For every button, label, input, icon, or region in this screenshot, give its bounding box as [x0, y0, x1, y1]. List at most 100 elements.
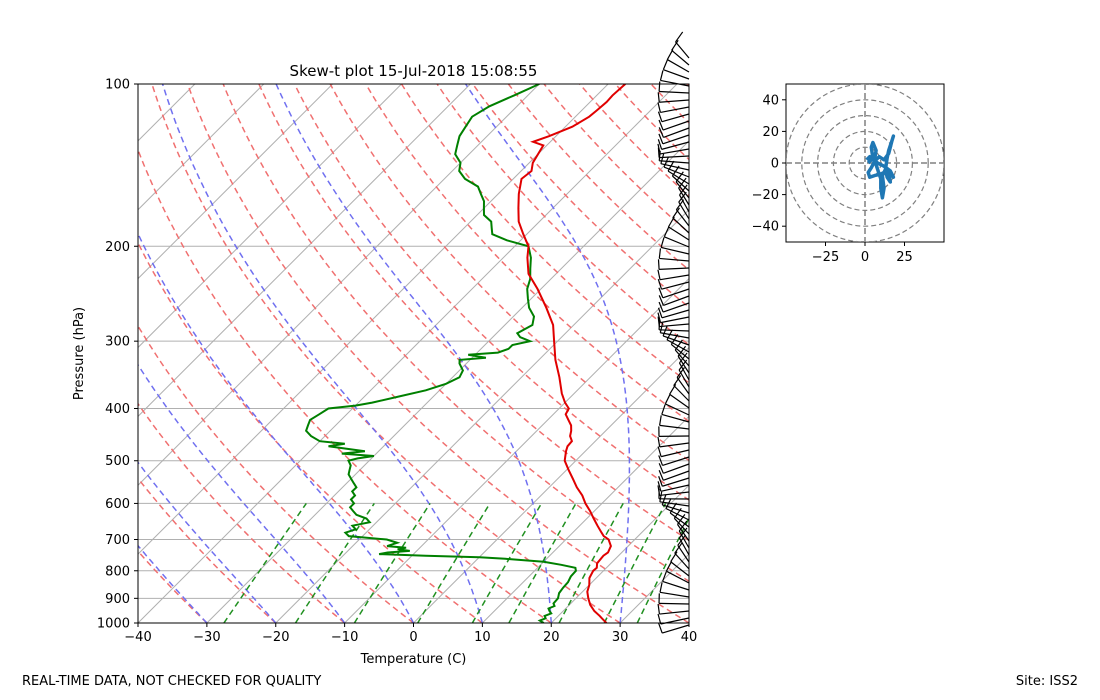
wind-barb-flag	[657, 307, 663, 319]
wind-barb-staff	[674, 552, 690, 570]
moist-adiabat-line	[138, 461, 277, 623]
dry-adiabat-line	[186, 84, 689, 623]
wind-barb-staff	[661, 113, 690, 123]
wind-barb-flag	[657, 436, 661, 447]
wind-barb-staff	[662, 456, 690, 467]
wind-barb-flag	[658, 127, 664, 138]
moist-adiabat-line	[161, 84, 484, 623]
wind-barb-flag	[657, 147, 660, 158]
wind-barb-staff	[659, 323, 690, 328]
mixing-ratio-line	[603, 503, 667, 623]
wind-barb-staff	[669, 512, 690, 528]
wind-barb-flag	[657, 102, 661, 113]
wind-barb-flag	[674, 339, 683, 351]
quality-disclaimer: REAL-TIME DATA, NOT CHECKED FOR QUALITY	[22, 674, 322, 689]
wind-barb-flag	[675, 171, 684, 183]
dry-adiabat-line	[222, 84, 689, 583]
wind-barb-staff	[659, 591, 690, 598]
wind-barb-flag	[671, 39, 679, 51]
wind-barb-staff	[661, 309, 690, 319]
wind-barb-flag	[675, 199, 685, 211]
wind-barb-staff	[663, 127, 690, 138]
wind-barb-flag	[657, 269, 661, 280]
wind-barb-flag	[658, 150, 661, 161]
wind-barb-flag	[665, 560, 673, 572]
site-label: Site: ISS2	[1015, 674, 1078, 689]
isotherm-line	[138, 84, 471, 418]
wind-barbs	[657, 31, 690, 634]
wind-barb-staff	[662, 134, 690, 145]
wind-barb-flag	[670, 334, 679, 345]
wind-barb-staff	[659, 610, 690, 615]
wind-barb-staff	[659, 257, 690, 262]
y-axis-label: Pressure (hPa)	[72, 307, 87, 400]
wind-barb-flag	[669, 502, 677, 514]
dry-adiabat-line	[329, 84, 689, 462]
wind-barb-staff	[659, 155, 690, 159]
y-tick-label: 1000	[97, 617, 130, 632]
mixing-ratio-line	[294, 502, 375, 623]
wind-barb-flag	[658, 301, 664, 313]
y-tick-label: 800	[105, 564, 130, 579]
y-tick-label: 500	[105, 454, 130, 469]
isotherm-line	[550, 484, 689, 623]
x-tick-label: −30	[193, 630, 220, 645]
wind-barb-flag	[657, 92, 660, 103]
wind-barb-flag	[658, 295, 664, 306]
isotherm-line	[138, 84, 540, 486]
wind-barb-staff	[674, 349, 690, 367]
hodo-x-tick-label: −25	[812, 250, 839, 265]
wind-barb-flag	[667, 216, 675, 228]
wind-barb-staff	[659, 329, 690, 332]
wind-barb-flag	[658, 81, 661, 92]
y-tick-label: 900	[105, 592, 130, 607]
moist-adiabat-line	[138, 363, 346, 623]
wind-barb-staff	[671, 49, 690, 66]
isotherm-line	[482, 415, 689, 623]
wind-barb-flag	[657, 481, 662, 492]
wind-barb-staff	[659, 90, 690, 94]
wind-barb-staff	[669, 393, 690, 409]
wind-barb-flag	[657, 603, 661, 615]
x-tick-label: 40	[681, 630, 698, 645]
wind-barb-flag	[657, 139, 663, 150]
x-tick-label: −40	[124, 630, 151, 645]
wind-barb-staff	[662, 302, 690, 313]
dry-adiabat-line	[543, 84, 689, 234]
wind-barb-flag	[662, 59, 669, 70]
wind-barb-staff	[678, 187, 690, 206]
wind-barb-flag	[673, 507, 682, 519]
x-tick-label: −20	[262, 630, 289, 645]
mixing-ratio-line	[636, 516, 689, 623]
wind-barb-flag	[678, 359, 688, 371]
moist-adiabat-line	[464, 84, 631, 623]
wind-barb-staff	[678, 362, 690, 381]
dry-adiabat-line	[151, 84, 621, 623]
wind-barb-flag	[659, 415, 662, 426]
wind-barb-staff	[670, 561, 690, 577]
moist-adiabat-line	[275, 84, 553, 623]
wind-barb-flag	[658, 119, 664, 131]
wind-barb-staff	[662, 120, 690, 131]
x-tick-label: 30	[612, 630, 629, 645]
wind-barb-staff	[659, 99, 690, 103]
wind-barb-staff	[661, 281, 690, 290]
wind-barb-flag	[659, 322, 664, 333]
wind-barb-flag	[657, 279, 663, 290]
dry-adiabat-line	[138, 324, 414, 623]
wind-barb-staff	[659, 602, 690, 605]
wind-barb-staff	[659, 491, 690, 497]
x-tick-label: 10	[474, 630, 491, 645]
wind-barb-flag	[658, 463, 664, 474]
wind-barb-staff	[672, 175, 690, 192]
wind-barb-flag	[658, 287, 664, 298]
moist-adiabat-line	[138, 544, 208, 623]
wind-barb-flag	[657, 111, 663, 122]
wind-barb-staff	[662, 477, 690, 487]
dewpoint-profile-line	[304, 84, 577, 623]
isotherm-line	[138, 84, 609, 555]
hodo-y-tick-label: 40	[762, 93, 779, 108]
skew-t-frame	[137, 83, 690, 624]
wind-barb-staff	[660, 332, 690, 339]
